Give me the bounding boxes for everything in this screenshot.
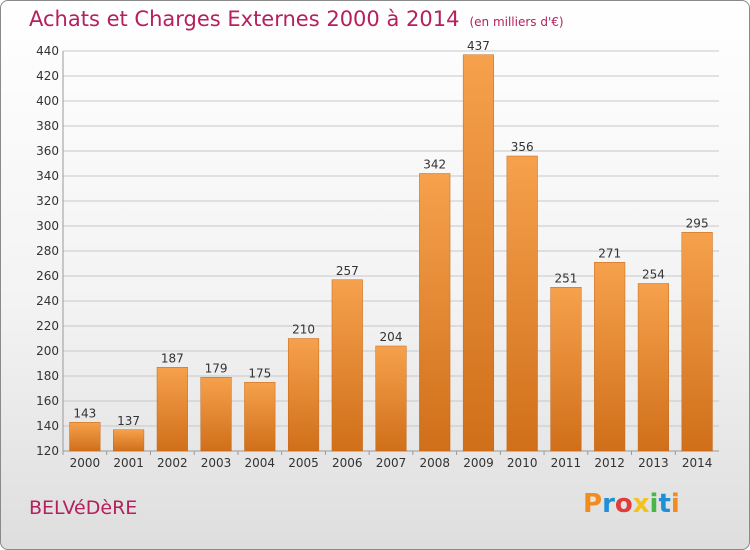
y-tick-label: 120 [36, 444, 59, 458]
y-axis: 120 140 160 180 200 220 240 260 280 300 320 340 360 3… [36, 44, 719, 458]
x-tick-label: 2001 [113, 456, 144, 470]
x-tick-label: 2003 [201, 456, 232, 470]
data-label-2003: 179 [205, 361, 228, 375]
y-tick-label: 280 [36, 244, 59, 258]
y-tick-label: 360 [36, 144, 59, 158]
bar-2006 [331, 279, 363, 452]
commune-name: BELVéDèRE [29, 497, 138, 519]
bar-2009 [462, 54, 495, 452]
x-tick-label: 2012 [594, 456, 625, 470]
unit-label: (en milliers d'€) [469, 15, 564, 29]
x-tick-label: 2004 [245, 456, 276, 470]
logo-letter: i [649, 489, 659, 519]
y-tick-label: 340 [36, 169, 59, 183]
data-label-2005: 210 [292, 323, 315, 337]
data-label-2009: 437 [467, 39, 490, 53]
data-label-2011: 251 [554, 271, 577, 285]
x-tick-label: 2010 [507, 456, 538, 470]
y-tick-label: 220 [36, 319, 59, 333]
chart-title: Achats et Charges Externes 2000 à 2014 (e… [29, 7, 564, 31]
bar-2011 [550, 287, 582, 452]
data-label-2014: 295 [686, 216, 709, 230]
x-tick-label: 2009 [463, 456, 494, 470]
data-label-2004: 175 [248, 366, 271, 380]
logo-letter: x [632, 489, 650, 519]
data-label-2006: 257 [336, 264, 359, 278]
y-tick-label: 140 [36, 419, 59, 433]
x-tick-label: 2006 [332, 456, 363, 470]
bar-2007 [375, 345, 407, 452]
data-label-2001: 137 [117, 414, 140, 428]
x-tick-label: 2002 [157, 456, 188, 470]
x-tick-label: 2011 [551, 456, 582, 470]
logo-letter: t [658, 489, 671, 519]
logo-letter: i [670, 489, 680, 519]
y-tick-label: 180 [36, 369, 59, 383]
y-tick-label: 300 [36, 219, 59, 233]
y-tick-label: 320 [36, 194, 59, 208]
logo-letter: r [602, 489, 615, 519]
bar-2002 [156, 367, 188, 452]
bar-2003 [200, 377, 232, 452]
data-label-2008: 342 [423, 158, 446, 172]
title-text: Achats et Charges Externes 2000 à 2014 [29, 7, 460, 31]
x-tick-label: 2000 [70, 456, 101, 470]
bar-2012 [594, 262, 626, 452]
y-tick-label: 200 [36, 344, 59, 358]
y-tick-label: 160 [36, 394, 59, 408]
y-tick-label: 240 [36, 294, 59, 308]
x-tick-label: 2013 [638, 456, 669, 470]
data-label-2013: 254 [642, 268, 665, 282]
bar-2010 [506, 155, 538, 452]
bar-2013 [637, 283, 669, 452]
y-tick-label: 260 [36, 269, 59, 283]
bar-2008 [419, 173, 451, 452]
data-label-2000: 143 [73, 406, 96, 420]
data-labels: 143 137 187 179 175 210 257 204 342 437 356 251 271 2… [73, 39, 708, 428]
bar-2005 [287, 338, 320, 452]
bar-2004 [244, 382, 276, 452]
x-tick-label: 2014 [682, 456, 713, 470]
data-label-2007: 204 [380, 330, 403, 344]
bar-chart: 120 140 160 180 200 220 240 260 280 300 320 340 360 3… [36, 39, 719, 470]
y-tick-label: 420 [36, 69, 59, 83]
data-label-2010: 356 [511, 140, 534, 154]
data-label-2002: 187 [161, 351, 184, 365]
bar-2014 [681, 232, 713, 452]
bar-2001 [113, 429, 145, 452]
bar-2000 [69, 422, 101, 452]
x-tick-label: 2005 [288, 456, 319, 470]
logo-letter: P [583, 489, 603, 519]
proxiti-logo: Proxiti [583, 489, 680, 519]
x-tick-label: 2007 [376, 456, 407, 470]
bars [69, 54, 713, 452]
data-label-2012: 271 [598, 246, 621, 260]
logo-letter: o [614, 489, 633, 519]
y-tick-label: 400 [36, 94, 59, 108]
x-axis: 2000 2001 2002 2003 2004 2005 2006 2007 2008 2009… [62, 451, 713, 470]
x-tick-label: 2008 [419, 456, 450, 470]
y-tick-label: 380 [36, 119, 59, 133]
y-tick-label: 440 [36, 44, 59, 58]
